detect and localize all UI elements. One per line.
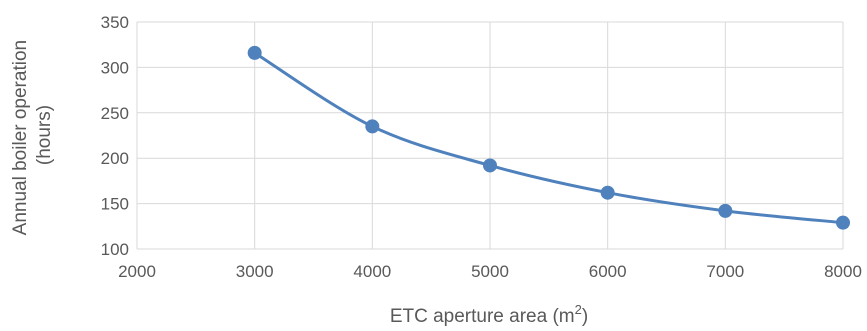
series-markers	[247, 45, 850, 230]
data-point-3000	[247, 45, 262, 60]
data-point-8000	[836, 215, 850, 230]
data-point-6000	[600, 185, 615, 200]
y-axis-title-line1: Annual boiler operation	[10, 40, 31, 235]
x-axis-tick-labels: 2000 3000 4000 5000 6000 7000 8000	[118, 262, 862, 281]
data-point-5000	[483, 158, 497, 173]
y-tick-label: 150	[101, 195, 129, 214]
x-tick-label: 8000	[824, 262, 862, 281]
y-tick-label: 250	[101, 104, 129, 123]
y-axis-title: Annual boiler operation (hours)	[10, 35, 55, 236]
series-line	[253, 51, 844, 225]
y-tick-label: 350	[101, 13, 129, 32]
vertical-gridlines	[136, 22, 844, 249]
y-tick-label: 300	[101, 58, 129, 77]
data-point-7000	[718, 203, 733, 218]
x-axis-title: ETC aperture area (m2)	[390, 302, 588, 327]
x-tick-label: 5000	[471, 262, 509, 281]
y-tick-label: 100	[101, 240, 129, 259]
x-tick-label: 2000	[118, 262, 156, 281]
x-tick-label: 6000	[589, 262, 627, 281]
data-point-4000	[365, 119, 380, 134]
x-tick-label: 3000	[236, 262, 274, 281]
x-tick-label: 4000	[353, 262, 391, 281]
y-axis-tick-labels: 100 150 200 250 300 350	[101, 13, 129, 259]
y-tick-label: 200	[101, 149, 129, 168]
y-axis-title-line2: (hours)	[34, 105, 55, 165]
horizontal-gridlines	[137, 21, 843, 250]
x-tick-label: 7000	[706, 262, 744, 281]
